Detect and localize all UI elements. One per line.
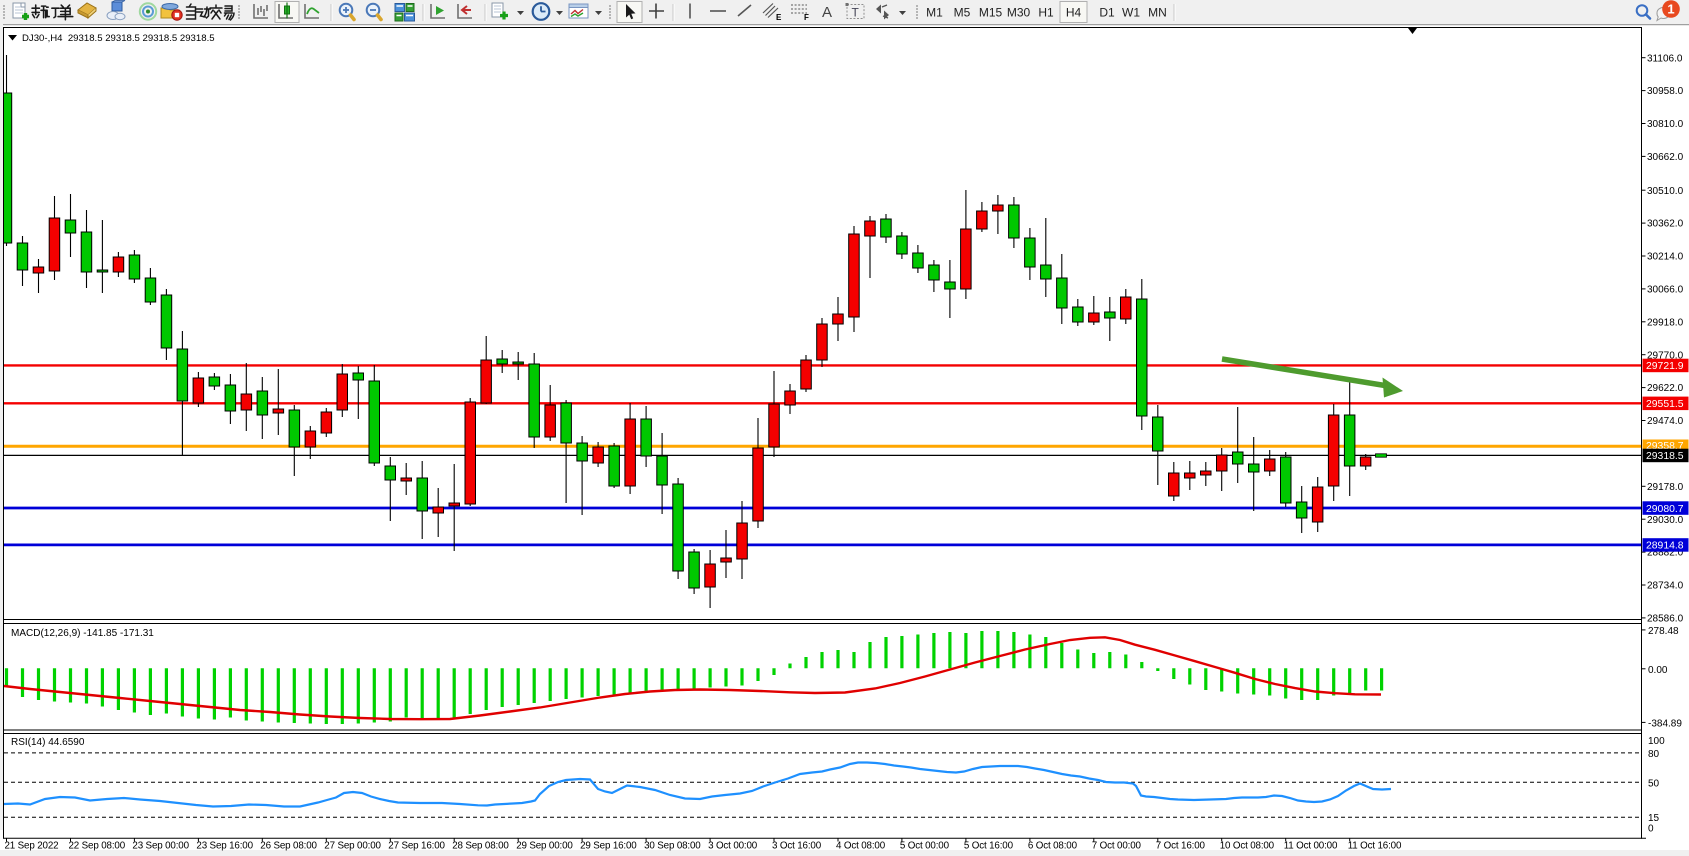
svg-text:278.48: 278.48 <box>1648 626 1679 637</box>
svg-text:4 Oct 08:00: 4 Oct 08:00 <box>836 841 886 852</box>
svg-text:30958.0: 30958.0 <box>1647 86 1684 97</box>
svg-text:28 Sep 08:00: 28 Sep 08:00 <box>452 841 509 852</box>
svg-text:21 Sep 2022: 21 Sep 2022 <box>5 841 59 852</box>
svg-text:28586.0: 28586.0 <box>1647 614 1684 625</box>
svg-text:M30: M30 <box>1007 6 1031 20</box>
svg-text:80: 80 <box>1648 749 1660 760</box>
svg-text:22 Sep 08:00: 22 Sep 08:00 <box>69 841 126 852</box>
svg-text:29 Sep 00:00: 29 Sep 00:00 <box>516 841 573 852</box>
svg-text:MN: MN <box>1148 6 1167 20</box>
svg-text:30214.0: 30214.0 <box>1647 252 1684 263</box>
svg-text:W1: W1 <box>1122 6 1140 20</box>
svg-text:5 Oct 16:00: 5 Oct 16:00 <box>964 841 1014 852</box>
svg-text:29178.0: 29178.0 <box>1647 482 1684 493</box>
svg-text:29080.7: 29080.7 <box>1646 504 1684 515</box>
svg-text:5 Oct 00:00: 5 Oct 00:00 <box>900 841 950 852</box>
svg-text:15: 15 <box>1648 813 1660 824</box>
svg-text:RSI(14) 44.6590: RSI(14) 44.6590 <box>11 737 85 748</box>
svg-text:28914.8: 28914.8 <box>1646 541 1684 552</box>
svg-text:M1: M1 <box>926 6 943 20</box>
svg-text:30066.0: 30066.0 <box>1647 285 1684 296</box>
svg-text:29721.9: 29721.9 <box>1646 361 1684 372</box>
svg-text:11 Oct 16:00: 11 Oct 16:00 <box>1348 841 1402 852</box>
svg-text:T: T <box>852 6 860 20</box>
svg-text:29918.0: 29918.0 <box>1647 317 1684 328</box>
svg-text:10 Oct 08:00: 10 Oct 08:00 <box>1220 841 1275 852</box>
svg-text:D1: D1 <box>1099 6 1115 20</box>
svg-text:M5: M5 <box>954 6 971 20</box>
svg-text:30362.0: 30362.0 <box>1647 219 1684 230</box>
svg-text:23 Sep 00:00: 23 Sep 00:00 <box>132 841 189 852</box>
svg-text:30662.0: 30662.0 <box>1647 152 1684 163</box>
svg-text:29318.5: 29318.5 <box>1646 451 1684 462</box>
svg-text:50: 50 <box>1648 779 1660 790</box>
svg-text:M15: M15 <box>979 6 1003 20</box>
svg-text:H4: H4 <box>1066 6 1082 20</box>
svg-text:H1: H1 <box>1038 6 1054 20</box>
svg-text:3 Oct 16:00: 3 Oct 16:00 <box>772 841 822 852</box>
svg-text:28882.0: 28882.0 <box>1647 548 1684 559</box>
svg-text:0: 0 <box>1648 824 1654 835</box>
svg-text:28734.0: 28734.0 <box>1647 581 1684 592</box>
svg-text:11 Oct 00:00: 11 Oct 00:00 <box>1284 841 1338 852</box>
svg-text:100: 100 <box>1648 736 1665 747</box>
svg-text:7 Oct 16:00: 7 Oct 16:00 <box>1156 841 1206 852</box>
svg-text:F: F <box>804 13 809 22</box>
svg-text:30510.0: 30510.0 <box>1647 186 1684 197</box>
svg-text:31106.0: 31106.0 <box>1647 53 1683 64</box>
svg-text:27 Sep 16:00: 27 Sep 16:00 <box>388 841 445 852</box>
svg-text:29474.0: 29474.0 <box>1647 416 1684 427</box>
svg-text:30 Sep 08:00: 30 Sep 08:00 <box>644 841 701 852</box>
svg-text:27 Sep 00:00: 27 Sep 00:00 <box>324 841 381 852</box>
svg-text:-384.89: -384.89 <box>1648 718 1682 729</box>
svg-text:29030.0: 29030.0 <box>1647 515 1684 526</box>
svg-text:6 Oct 08:00: 6 Oct 08:00 <box>1028 841 1078 852</box>
svg-text:30810.0: 30810.0 <box>1647 119 1684 130</box>
svg-text:E: E <box>776 13 782 22</box>
svg-text:1: 1 <box>1667 2 1674 17</box>
svg-text:0.00: 0.00 <box>1648 665 1668 676</box>
svg-text:29770.0: 29770.0 <box>1647 350 1684 361</box>
svg-text:29358.7: 29358.7 <box>1646 441 1684 452</box>
svg-text:DJ30-,H4 29318.5 29318.5 2931: DJ30-,H4 29318.5 29318.5 29318.5 29318.5 <box>22 33 215 44</box>
svg-text:29 Sep 16:00: 29 Sep 16:00 <box>580 841 637 852</box>
svg-text:26 Sep 08:00: 26 Sep 08:00 <box>260 841 317 852</box>
svg-text:A: A <box>822 4 832 21</box>
svg-text:3 Oct 00:00: 3 Oct 00:00 <box>708 841 758 852</box>
svg-text:MACD(12,26,9) -141.85 -171.31: MACD(12,26,9) -141.85 -171.31 <box>11 628 154 639</box>
svg-text:23 Sep 16:00: 23 Sep 16:00 <box>196 841 253 852</box>
svg-text:29622.0: 29622.0 <box>1647 383 1684 394</box>
svg-text:29551.5: 29551.5 <box>1646 399 1684 410</box>
svg-text:7 Oct 00:00: 7 Oct 00:00 <box>1092 841 1142 852</box>
